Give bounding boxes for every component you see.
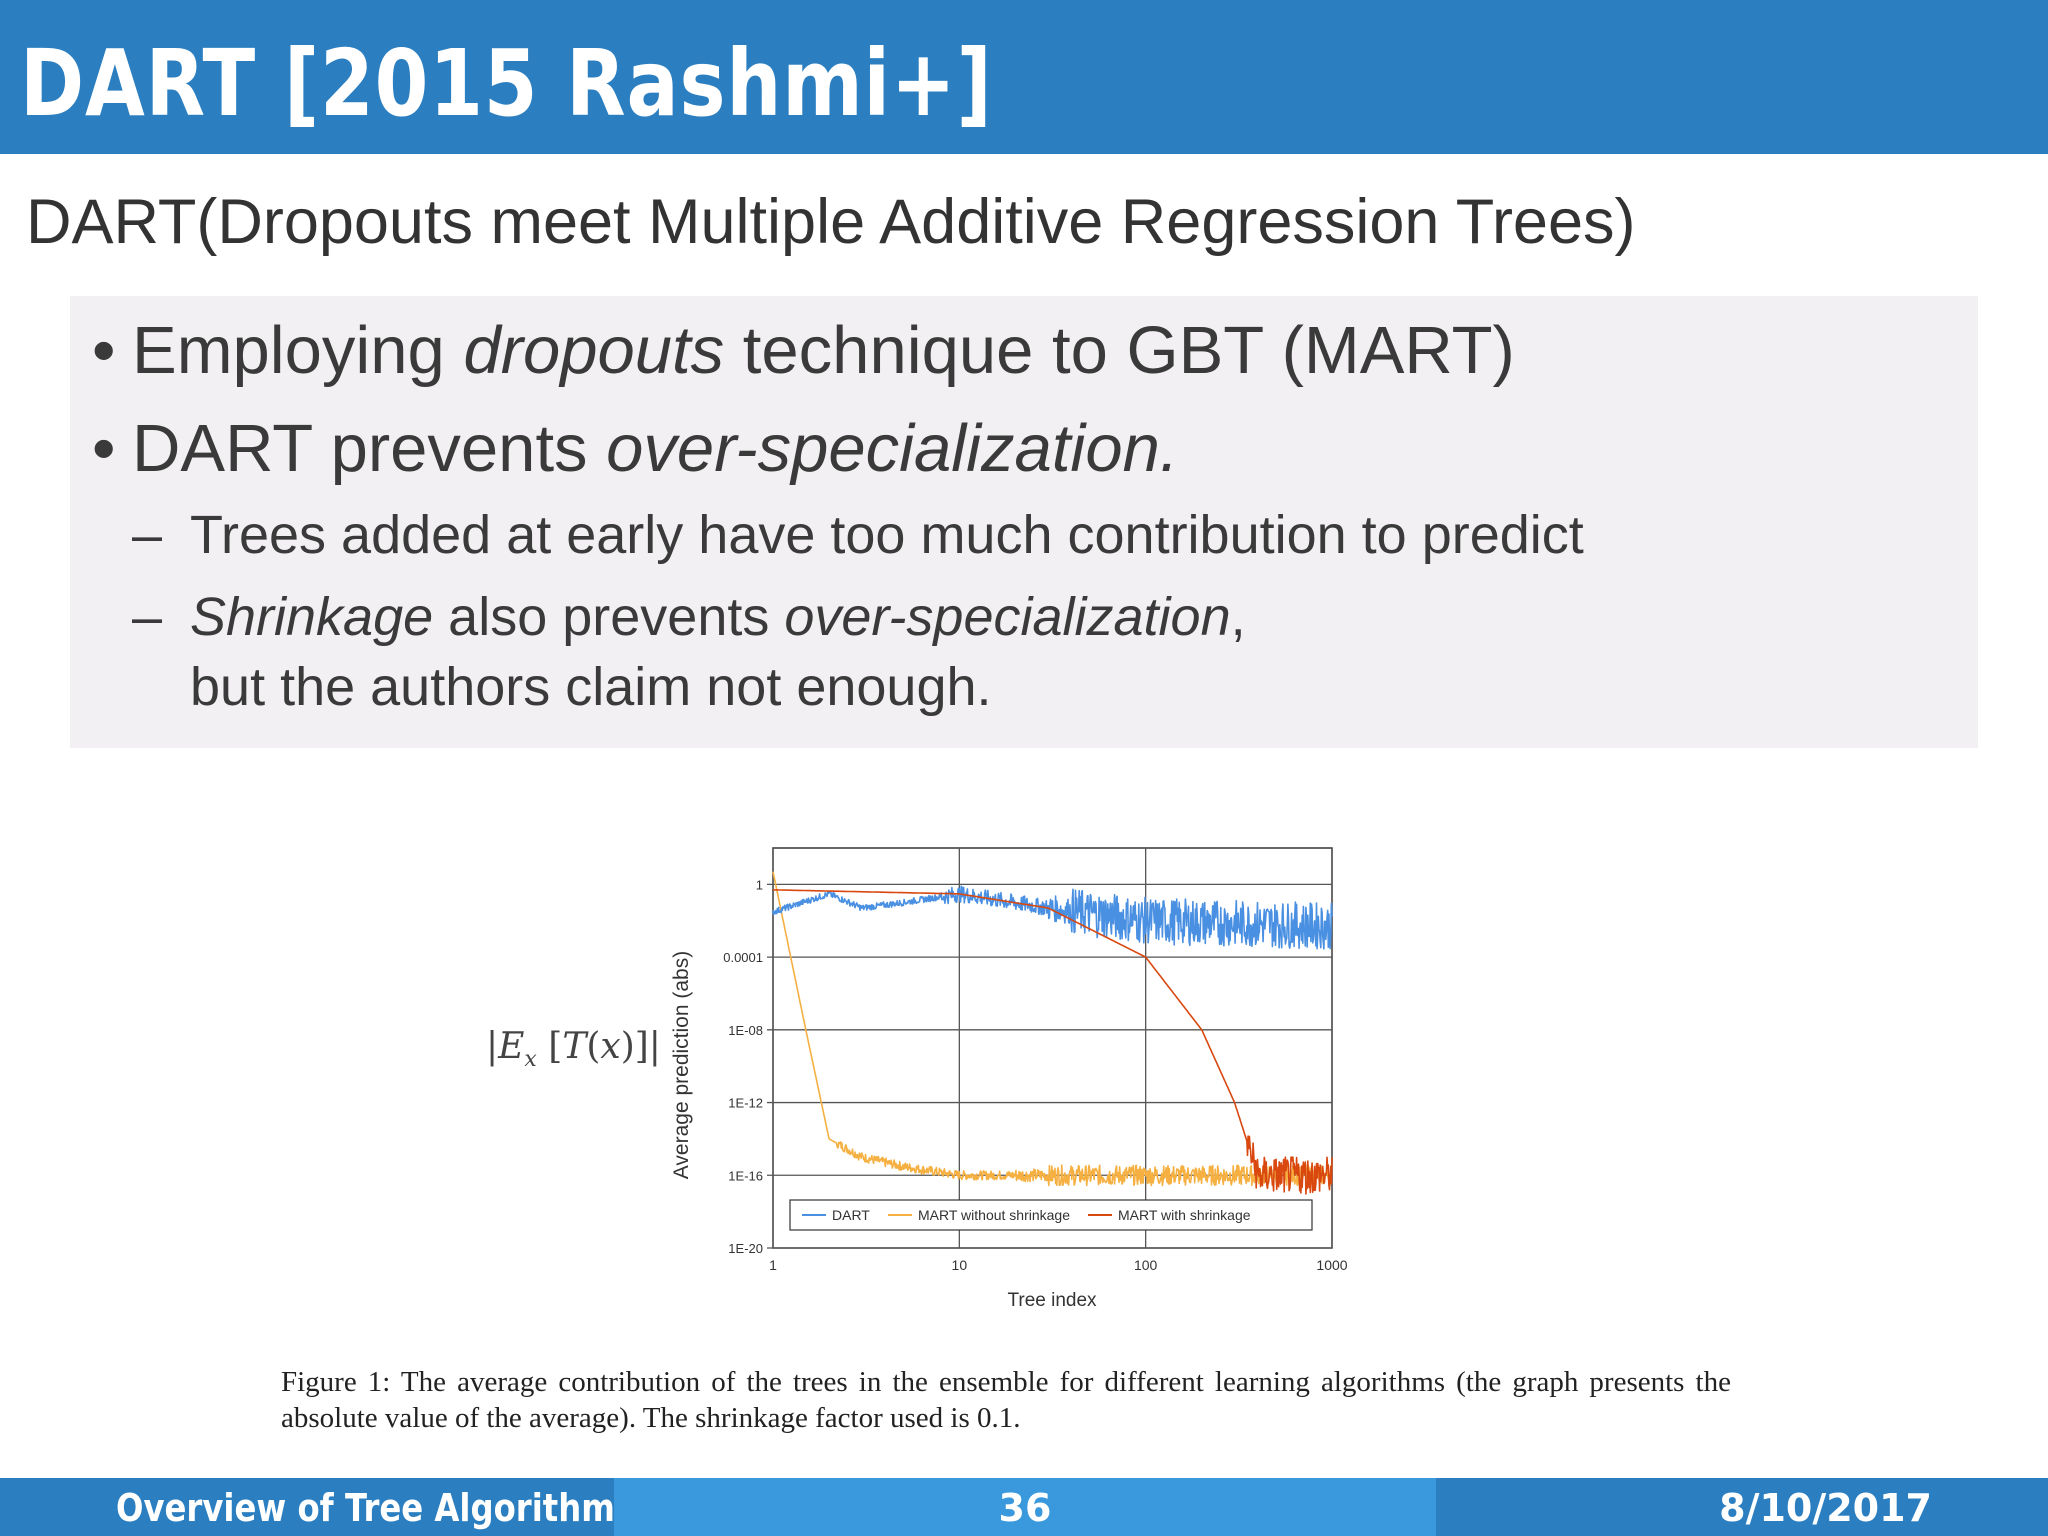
y-tick-label: 1E-08 <box>728 1023 763 1038</box>
y-tick-label: 1 <box>756 877 763 892</box>
x-tick-label: 1000 <box>1316 1257 1347 1273</box>
series-line-mart-with-shrinkage <box>772 889 1333 1195</box>
legend-label: MART with shrinkage <box>1118 1207 1251 1223</box>
bullet-glyph: • <box>92 411 116 486</box>
legend-label: MART without shrinkage <box>918 1207 1070 1223</box>
footer-presentation-title: Overview of Tree Algorithms <box>116 1486 635 1530</box>
series-line-dart <box>772 885 1333 950</box>
x-tick-label: 10 <box>952 1257 968 1273</box>
footer-bar: Overview of Tree Algorithms 36 8/10/2017 <box>0 1478 2048 1536</box>
y-tick-label: 0.0001 <box>723 950 763 965</box>
line-chart: 1 10 100 1000 1 0.0001 1E-08 1E-12 1E-16 1E-20 DA… <box>670 847 1348 1311</box>
footer-date: 8/10/2017 <box>1719 1486 1932 1530</box>
x-axis-label: Tree index <box>1007 1290 1097 1311</box>
footer-page-number: 36 <box>998 1486 1052 1530</box>
slide-subtitle: DART(Dropouts meet Multiple Additive Reg… <box>26 187 1636 257</box>
x-tick-label: 1 <box>769 1257 777 1273</box>
bullet-1: • Employing dropouts technique to GBT (MA… <box>92 313 1515 388</box>
x-tick-label: 100 <box>1134 1257 1158 1273</box>
figure-caption: Figure 1: The average contribution of th… <box>281 1366 1731 1434</box>
slide-title: DART [2015 Rashmi+] <box>20 30 993 137</box>
title-bar: DART [2015 Rashmi+] <box>0 0 2048 154</box>
series-line-mart-without-shrinkage <box>772 871 1333 1187</box>
y-tick-label: 1E-16 <box>728 1168 763 1183</box>
legend-box <box>789 1199 1313 1231</box>
sub-bullet-2-continuation: but the authors claim not enough. <box>190 657 992 717</box>
sub-bullet-1: – Trees added at early have too much cont… <box>132 505 1584 565</box>
bullet-2: • DART prevents over-specialization. <box>92 411 1179 486</box>
y-axis-label: Average prediction (abs) <box>670 951 693 1179</box>
sub-bullet-2: – Shrinkage also prevents over-specializa… <box>132 587 1246 647</box>
y-tick-label: 1E-20 <box>728 1241 763 1256</box>
dash-glyph: – <box>132 505 163 565</box>
bullet-glyph: • <box>92 313 116 388</box>
bullet-box <box>70 296 1978 748</box>
legend-label: DART <box>832 1207 870 1223</box>
expectation-formula: |Ex [T(x)]| <box>486 1026 661 1073</box>
dash-glyph: – <box>132 587 163 647</box>
y-tick-label: 1E-12 <box>728 1096 763 1111</box>
